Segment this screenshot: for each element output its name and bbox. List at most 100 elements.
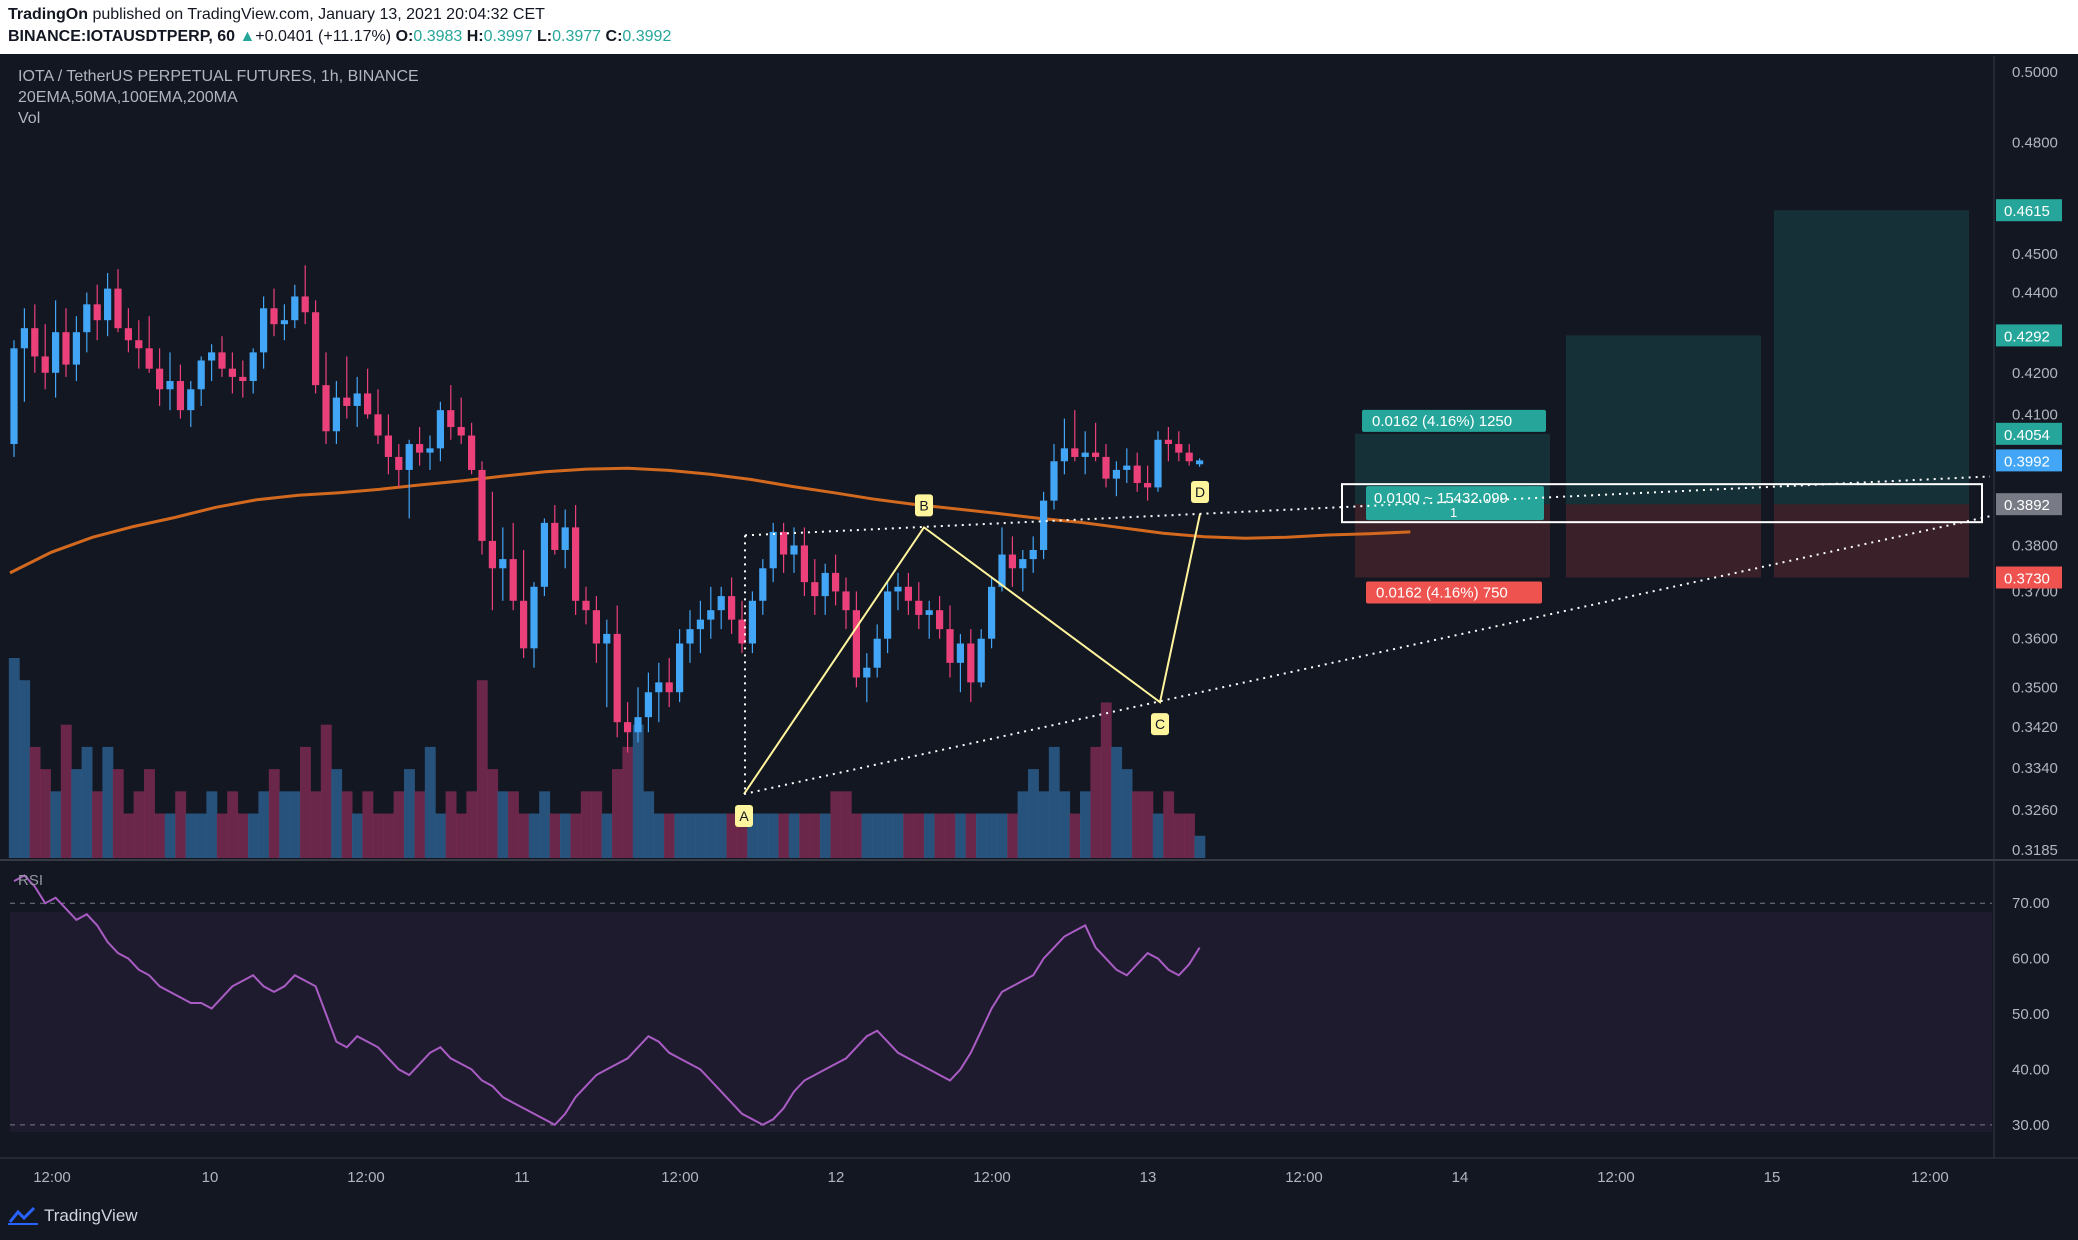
candle-body	[62, 332, 70, 365]
volume-bar	[362, 791, 374, 858]
candle-body	[249, 352, 257, 382]
candle-body	[509, 559, 517, 601]
legend-title[interactable]: IOTA / TetherUS PERPETUAL FUTURES, 1h, B…	[18, 68, 419, 85]
price-tick-label: 0.5000	[2012, 64, 2058, 81]
volume-bar	[1142, 791, 1154, 858]
volume-bar	[1152, 813, 1164, 858]
volume-bar	[456, 813, 467, 858]
volume-bar	[560, 813, 571, 858]
price-tick-label: 0.4100	[2012, 406, 2058, 423]
volume-bar	[383, 813, 395, 858]
volume-bar	[175, 791, 187, 858]
candle-body	[988, 586, 996, 639]
candle-body	[956, 643, 964, 663]
volume-bar	[196, 813, 207, 858]
candles	[10, 265, 1204, 753]
volume-bar	[830, 791, 842, 858]
time-tick-label: 12:00	[973, 1169, 1011, 1186]
volume-bar	[258, 791, 270, 858]
candle-body	[41, 356, 49, 373]
candle-body	[468, 435, 476, 470]
volume-bar	[466, 791, 478, 858]
high-value: 0.3997	[483, 28, 533, 45]
volume-bar	[809, 813, 821, 858]
volume-bar	[653, 813, 665, 858]
volume-bar	[112, 769, 124, 858]
volume-bar	[60, 724, 72, 858]
volume-bar	[944, 813, 956, 858]
volume-bar	[965, 813, 977, 858]
rsi-tick-label: 40.00	[2012, 1061, 2050, 1078]
volume-bar	[445, 791, 457, 858]
rsi-label[interactable]: RSI	[18, 872, 44, 889]
candle-body	[31, 328, 39, 357]
candle-body	[176, 381, 184, 411]
volume-bar	[1028, 769, 1039, 858]
candle-body	[1040, 500, 1048, 550]
volume-bar	[102, 746, 114, 858]
low-label: L:	[537, 28, 553, 45]
candle-body	[291, 296, 299, 321]
candle-body	[624, 722, 632, 733]
price-tag	[1996, 566, 2062, 589]
tradingview-logo-icon	[8, 1206, 38, 1225]
time-tick-label: 12:00	[1597, 1169, 1635, 1186]
candle-body	[811, 582, 819, 597]
volume-bar	[549, 813, 561, 858]
legend-indicators[interactable]: 20EMA,50MA,100EMA,200MA	[18, 89, 238, 106]
price-tag-label: 0.4054	[2004, 427, 2050, 444]
loss-label-bg	[1366, 581, 1542, 604]
candle-body	[488, 540, 496, 569]
volume-bar	[684, 813, 696, 858]
price-tick-label: 0.4400	[2012, 285, 2058, 302]
rsi-line	[13, 874, 1201, 1127]
candle-body	[1102, 456, 1110, 479]
pattern-point-marker	[1191, 480, 1209, 503]
candle-body	[1196, 460, 1204, 465]
axes: 0.50000.48000.46000.45000.44000.42000.41…	[33, 64, 2062, 1186]
candle-body	[270, 308, 278, 325]
candle-body	[83, 304, 91, 333]
candle-body	[10, 348, 18, 445]
volume-bar	[903, 813, 915, 858]
change-value: +0.0401 (+11.17%)	[255, 28, 392, 45]
time-tick-label: 12	[828, 1169, 845, 1186]
price-tag	[1996, 324, 2062, 347]
candle-body	[551, 522, 559, 550]
volume-bar	[508, 791, 519, 858]
volume-bar	[71, 769, 83, 858]
candle-body	[998, 554, 1006, 587]
volume-bar	[227, 791, 239, 858]
candle-body	[707, 610, 715, 620]
volume-bar	[892, 813, 904, 858]
volume-bar	[185, 813, 197, 858]
volume-bar	[1080, 791, 1091, 858]
candle-body	[93, 304, 101, 321]
candle-body	[1112, 469, 1120, 479]
time-tick-label: 12:00	[347, 1169, 385, 1186]
loss-zone-3	[1774, 504, 1969, 578]
candle-body	[540, 522, 548, 587]
volume-bar	[986, 813, 998, 858]
profit-label-bg	[1362, 409, 1546, 432]
legend-volume[interactable]: Vol	[18, 110, 41, 127]
candle-body	[436, 410, 444, 449]
candle-body	[218, 352, 226, 369]
volume-bar	[840, 791, 852, 858]
volume-bar	[726, 813, 738, 858]
price-tag-label: 0.3992	[2004, 453, 2050, 470]
volume-bar	[81, 746, 93, 858]
volume-bar	[851, 813, 863, 858]
candle-body	[904, 586, 912, 601]
candle-body	[239, 376, 247, 382]
candle-body	[572, 527, 580, 601]
footer-brand[interactable]: TradingView	[8, 1206, 138, 1226]
volume-bar	[341, 791, 353, 858]
price-tag	[1996, 449, 2062, 472]
position-tool: 0.0162 (4.16%) 1250 0.0162 (4.16%) 750 0.0…	[1341, 210, 1983, 604]
candle-body	[228, 368, 236, 377]
candle-body	[852, 610, 860, 678]
volume-bar	[424, 746, 436, 858]
volume-bar	[1184, 813, 1195, 858]
